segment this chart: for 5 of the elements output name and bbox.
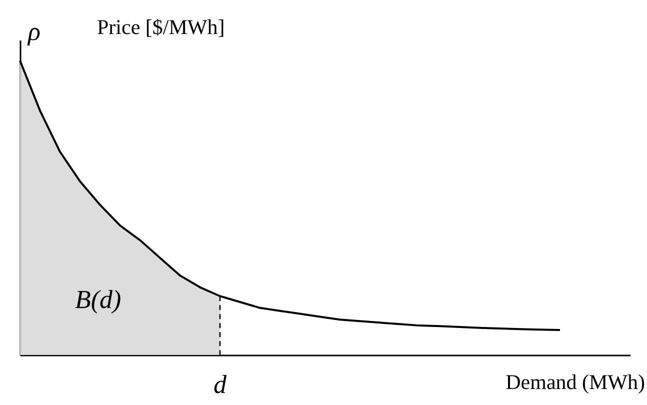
annotation: B(d) bbox=[75, 285, 122, 314]
x-axis-title: Demand (MWh) bbox=[506, 370, 646, 394]
y-axis-title: ρ bbox=[27, 17, 40, 46]
chart-title: Price [$/MWh] bbox=[97, 15, 225, 39]
text: d bbox=[214, 370, 228, 399]
